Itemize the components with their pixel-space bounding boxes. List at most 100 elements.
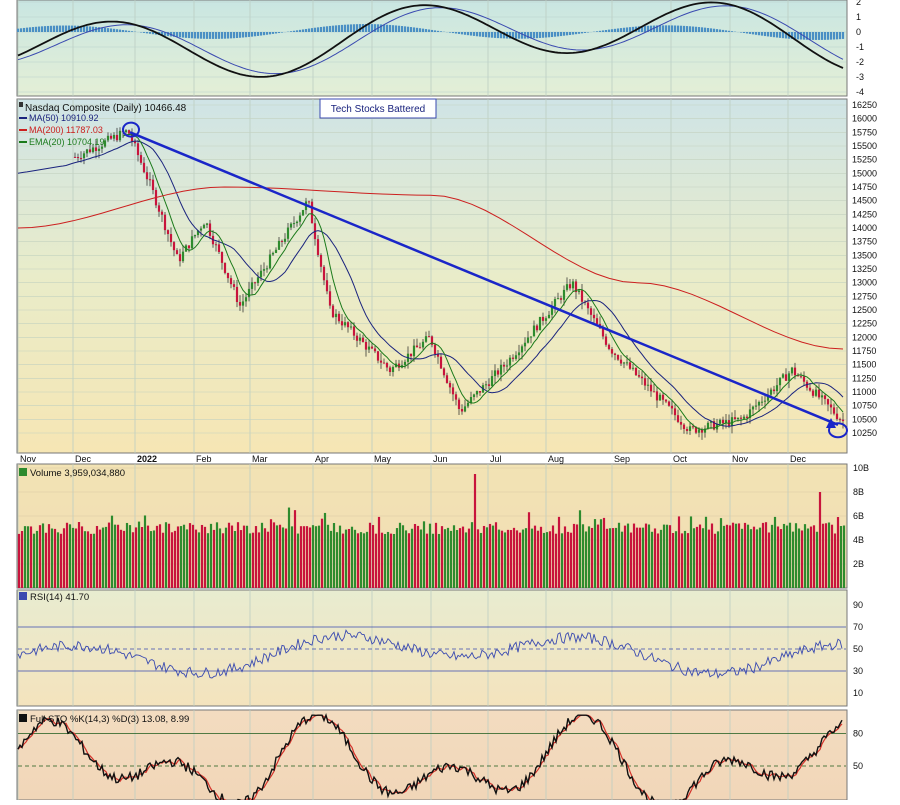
- candle-body: [605, 336, 607, 344]
- macd-histogram-bar: [416, 28, 418, 32]
- volume-bar: [138, 522, 140, 588]
- volume-bar: [42, 523, 44, 588]
- macd-histogram-bar: [488, 32, 490, 37]
- volume-bar: [315, 526, 317, 588]
- macd-histogram-bar: [782, 32, 784, 38]
- volume-bar: [735, 524, 737, 588]
- macd-histogram-bar: [65, 26, 67, 32]
- volume-bar: [375, 534, 377, 588]
- macd-histogram-bar: [278, 32, 280, 33]
- macd-histogram-bar: [296, 30, 298, 32]
- macd-histogram-bar: [539, 32, 541, 38]
- candle-body: [323, 267, 325, 280]
- macd-histogram-bar: [110, 28, 112, 32]
- volume-bar: [639, 528, 641, 588]
- candle-body: [536, 326, 538, 331]
- macd-histogram-bar: [440, 31, 442, 32]
- volume-bar: [171, 532, 173, 588]
- volume-bar: [393, 534, 395, 588]
- macd-histogram-bar: [818, 32, 820, 40]
- volume-bar: [516, 530, 518, 588]
- candle-body: [683, 425, 685, 429]
- volume-bar: [318, 526, 320, 588]
- volume-bar: [792, 532, 794, 588]
- macd-histogram-bar: [191, 32, 193, 38]
- macd-histogram-bar: [659, 25, 661, 32]
- volume-bar: [789, 523, 791, 588]
- candle-body: [374, 349, 376, 352]
- volume-bar: [657, 533, 659, 588]
- candle-body: [125, 130, 127, 132]
- candle-body: [236, 287, 238, 302]
- macd-histogram-bar: [596, 31, 598, 32]
- volume-bar: [627, 524, 629, 588]
- volume-bar: [696, 527, 698, 588]
- macd-histogram-bar: [215, 32, 217, 39]
- volume-bar: [666, 525, 668, 588]
- candle-body: [167, 230, 169, 234]
- volume-bar: [747, 525, 749, 588]
- candle-body: [635, 368, 637, 375]
- volume-bar: [267, 532, 269, 588]
- macd-histogram-bar: [224, 32, 226, 39]
- macd-histogram-bar: [413, 27, 415, 32]
- macd-histogram-bar: [62, 26, 64, 32]
- candle-body: [146, 172, 148, 179]
- volume-bar: [291, 526, 293, 588]
- candle-body: [620, 360, 622, 364]
- volume-bar: [54, 529, 56, 588]
- candle-body: [335, 314, 337, 317]
- volume-bar: [822, 524, 824, 588]
- candle-body: [548, 315, 550, 318]
- candle-body: [650, 385, 652, 392]
- macd-histogram-bar: [461, 32, 463, 34]
- volume-bar: [699, 525, 701, 588]
- volume-bar: [243, 526, 245, 588]
- candle-body: [113, 135, 115, 139]
- macd-histogram-bar: [599, 31, 601, 32]
- price-tick-label: 13250: [852, 264, 877, 274]
- macd-histogram-bar: [824, 32, 826, 40]
- volume-bar: [150, 531, 152, 588]
- candle-body: [500, 365, 502, 375]
- price-tick-label: 11500: [852, 360, 876, 370]
- candle-body: [239, 302, 241, 306]
- candle-body: [521, 346, 523, 352]
- volume-bar: [774, 517, 776, 588]
- candle-body: [416, 346, 418, 348]
- macd-histogram-bar: [665, 25, 667, 32]
- macd-histogram-bar: [92, 27, 94, 32]
- candle-body: [338, 314, 340, 321]
- volume-bar: [366, 532, 368, 588]
- volume-bar: [354, 530, 356, 588]
- candle-body: [722, 420, 724, 423]
- macd-histogram-bar: [350, 24, 352, 32]
- volume-bar: [486, 527, 488, 588]
- volume-bar: [777, 526, 779, 588]
- volume-bar: [396, 528, 398, 588]
- volume-bar: [738, 523, 740, 588]
- volume-bar: [162, 533, 164, 588]
- volume-bar: [804, 524, 806, 588]
- macd-histogram-bar: [839, 32, 841, 39]
- month-label: Nov: [732, 454, 749, 464]
- macd-histogram-bar: [563, 32, 565, 36]
- candle-body: [149, 179, 151, 180]
- candle-body: [353, 327, 355, 336]
- candle-body: [743, 417, 745, 419]
- macd-histogram-bar: [767, 32, 769, 36]
- candle-body: [368, 347, 370, 350]
- price-tick-label: 10500: [852, 414, 877, 424]
- rsi-title: RSI(14) 41.70: [30, 592, 89, 603]
- volume-bar: [834, 533, 836, 588]
- volume-bar: [825, 523, 827, 588]
- volume-bar: [813, 525, 815, 588]
- volume-bar: [408, 533, 410, 588]
- volume-bar: [132, 532, 134, 588]
- macd-histogram-bar: [485, 32, 487, 37]
- candle-body: [647, 385, 649, 386]
- volume-bar: [66, 523, 68, 588]
- candle-body: [533, 326, 535, 337]
- candle-body: [746, 417, 748, 418]
